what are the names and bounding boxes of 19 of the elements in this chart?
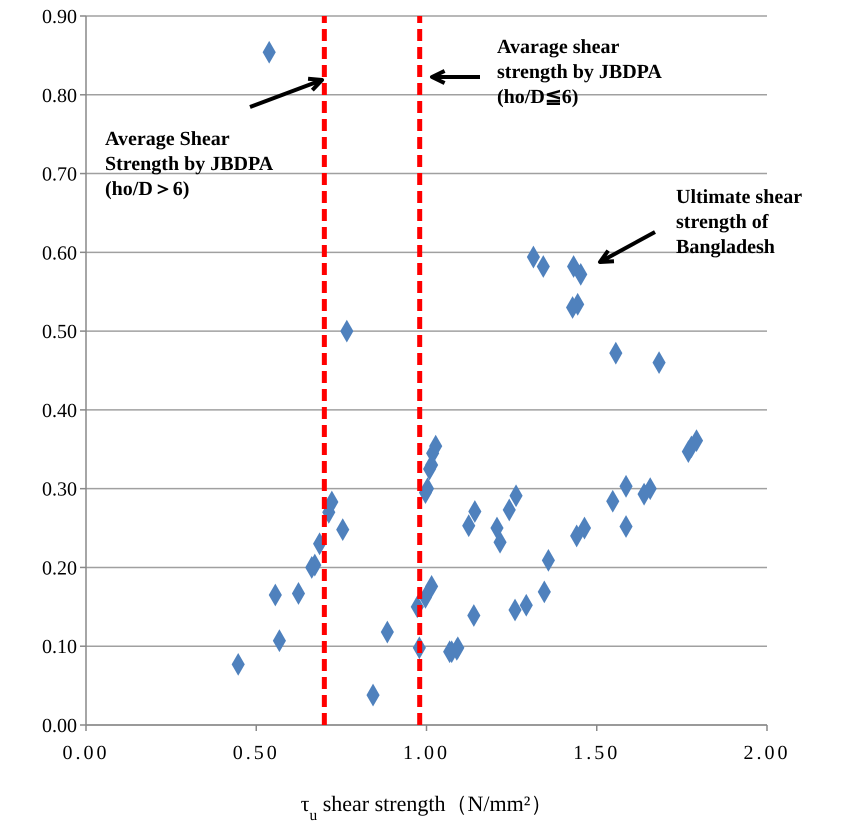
y-tick-label: 0.40 [42,400,77,422]
annotation: Ultimate shear strength of Bangladesh [676,186,802,258]
y-tick-label: 0.20 [42,557,77,580]
y-tick-label: 0.00 [42,715,77,737]
y-tick-label: 0.10 [42,636,77,658]
y-tick-label: 0.50 [42,321,77,344]
annotation: Average Shear Strength by JBDPA (ho/D＞6) [105,128,274,200]
y-tick-label: 0.80 [42,84,77,107]
y-tick-label: 0.90 [42,6,77,28]
annotation: Avarage shear strength by JBDPA (ho/D≦6) [497,36,662,108]
x-tick-label: 0.50 [232,742,280,764]
x-tick-label: 1.00 [403,742,450,764]
y-tick-label: 0.60 [42,242,77,264]
x-tick-label: 2.00 [744,742,790,764]
y-tick-label: 0.70 [42,164,77,186]
x-axis-title: τ$_{u}$ shear strength（N/mm²） [300,791,552,824]
x-tick-label: 0.00 [62,742,110,764]
y-tick-label: 0.30 [42,478,77,501]
x-tick-label: 1.50 [573,742,620,764]
